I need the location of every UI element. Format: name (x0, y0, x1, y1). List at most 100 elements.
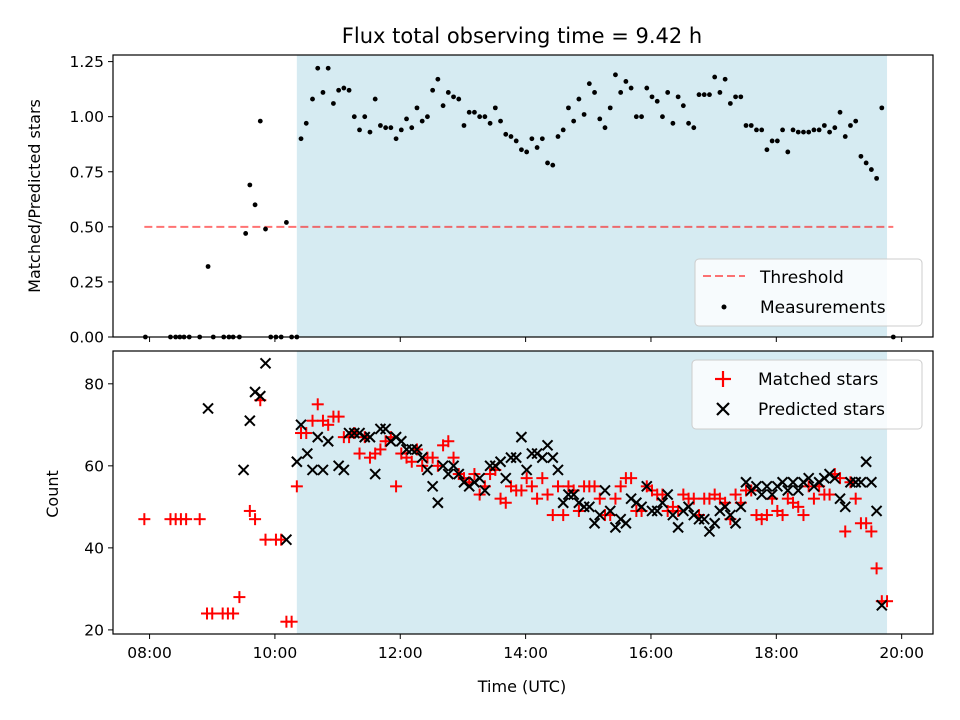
measurement-point (858, 153, 864, 159)
predicted-star-point (609, 521, 622, 534)
measurement-point (303, 120, 309, 126)
bottom-y-tick-label: 20 (84, 621, 104, 639)
predicted-star-point (834, 492, 846, 505)
predicted-star-point (656, 497, 669, 509)
x-tick-label: 18:00 (754, 644, 799, 662)
predicted-star-point (641, 480, 653, 493)
measurement-point (759, 127, 765, 133)
top-y-tick-label: 0.00 (69, 329, 104, 347)
measurement-point (419, 118, 425, 124)
predicted-star-point (447, 460, 460, 472)
measurement-point (414, 105, 420, 111)
predicted-star-point (620, 517, 632, 529)
measurement-point (633, 114, 639, 120)
measurement-point (644, 85, 650, 91)
top-y-tick-label: 1.00 (69, 108, 104, 126)
predicted-star-point (343, 427, 355, 439)
measurement-point (618, 90, 624, 95)
measurement-point (550, 162, 556, 168)
measurement-point (790, 127, 796, 133)
measurement-point (602, 125, 608, 131)
measurement-point (492, 105, 498, 111)
x-tick-label: 10:00 (253, 644, 298, 662)
measurement-point (821, 123, 827, 128)
measurement-point (832, 125, 838, 131)
measurement-point (660, 114, 665, 120)
predicted-star-point (306, 464, 319, 476)
predicted-star-point (494, 456, 507, 468)
measurement-point (440, 103, 446, 109)
predicted-star-point (479, 484, 491, 497)
matched-star-point (180, 513, 193, 526)
measurement-point (868, 167, 874, 172)
predicted-star-point (865, 476, 878, 488)
predicted-star-point (379, 423, 392, 435)
measurement-point (315, 65, 321, 71)
matched-star-point (405, 455, 418, 468)
matched-star-point (193, 513, 206, 526)
measurement-point (398, 127, 404, 133)
predicted-star-point (411, 443, 423, 456)
predicted-star-point (698, 513, 710, 525)
measurement-point (743, 123, 749, 128)
measurement-point (801, 129, 806, 135)
measurement-point (425, 114, 430, 120)
measurement-point (466, 109, 472, 115)
matched-star-point (823, 488, 836, 501)
measurement-point (409, 125, 415, 131)
predicted-star-point (301, 447, 314, 460)
predicted-star-point (693, 513, 705, 525)
predicted-star-point (515, 431, 528, 443)
predicted-star-point (426, 480, 439, 493)
measurement-point (738, 94, 744, 100)
predicted-star-point (567, 488, 580, 501)
legend-predicted-swatch (716, 402, 730, 416)
predicted-star-point (755, 488, 768, 501)
predicted-star-point (338, 464, 350, 476)
matched-star-point (499, 496, 512, 509)
measurement-point (404, 116, 409, 122)
predicted-star-point (750, 480, 763, 493)
predicted-star-point (708, 517, 721, 529)
measurement-point (472, 109, 477, 115)
measurement-point (388, 125, 394, 131)
measurement-point (451, 94, 456, 100)
predicted-star-point (787, 476, 799, 488)
predicted-star-point (802, 472, 815, 484)
matched-star-point (797, 509, 810, 522)
predicted-star-point (259, 357, 272, 370)
predicted-stars-series (202, 357, 888, 611)
measurement-point (654, 98, 660, 104)
predicted-star-point (364, 431, 376, 443)
matched-star-point (614, 480, 627, 493)
matched-star-point (259, 533, 272, 546)
measurement-point (498, 118, 503, 124)
measurement-point (534, 145, 540, 150)
measurement-point (524, 149, 530, 155)
measurement-point (367, 129, 373, 135)
matched-star-point (870, 562, 883, 575)
predicted-star-point (322, 435, 334, 447)
matched-star-point (588, 480, 601, 493)
matched-star-point (390, 480, 403, 493)
matched-star-point (306, 414, 319, 427)
predicted-star-point (484, 460, 496, 472)
matched-star-point (860, 517, 873, 530)
predicted-star-point (453, 468, 465, 480)
measurement-point (863, 160, 869, 166)
predicted-star-point (792, 484, 804, 497)
predicted-star-point (500, 472, 512, 484)
predicted-star-point (547, 451, 559, 464)
predicted-star-point (562, 488, 575, 501)
measurement-point (393, 136, 399, 142)
measurement-point (712, 74, 718, 80)
measurement-point (252, 202, 258, 208)
matched-star-point (249, 513, 262, 526)
predicted-star-point (295, 419, 307, 431)
bottom-y-tick-label: 60 (84, 457, 104, 475)
measurement-point (545, 160, 550, 166)
legend-measurements-swatch (721, 304, 727, 310)
predicted-star-point (724, 509, 737, 521)
matched-star-point (233, 591, 246, 604)
